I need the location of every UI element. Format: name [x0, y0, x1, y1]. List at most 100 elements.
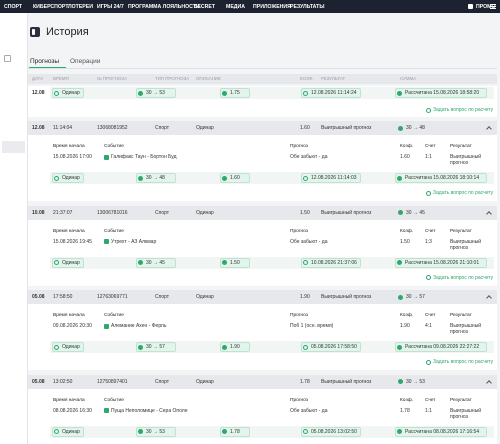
- nav-item[interactable]: ИГРЫ 24/7: [97, 3, 124, 10]
- row-date: 05.08: [32, 294, 45, 300]
- ask-link[interactable]: Задать вопрос по расчету: [433, 190, 494, 196]
- pill-icon: [138, 260, 143, 265]
- event-start: 15.08.2026 17:00: [53, 154, 92, 160]
- detail-header: Время начала: [53, 144, 85, 149]
- event-coef: 1.78: [400, 407, 410, 414]
- detail-header: Событие: [104, 397, 124, 403]
- row-date: 12.08: [32, 90, 45, 96]
- row-header: [28, 121, 497, 135]
- row-sport: Спорт: [155, 294, 170, 300]
- table-header: [28, 74, 497, 84]
- tab[interactable]: Операции: [70, 58, 101, 65]
- detail-header: Счет: [425, 313, 436, 318]
- ask-link[interactable]: Задать вопрос по расчету: [433, 107, 494, 113]
- event-icon: [104, 408, 109, 413]
- event-icon: [104, 154, 109, 160]
- nav-item[interactable]: СПОРТ: [4, 3, 23, 10]
- row-sport: Спорт: [155, 378, 170, 385]
- payout-icon: [398, 210, 403, 215]
- summary-placed: 05.08.2026 17:58:50: [311, 344, 357, 350]
- summary-pill: [301, 426, 361, 437]
- summary-coef: 1.90: [230, 344, 240, 350]
- nav-item[interactable]: ЛОТЕРЕИ: [68, 3, 93, 10]
- summary-type: Одинар: [62, 175, 80, 181]
- event-score: 1:1: [425, 154, 432, 160]
- row-date: 10.08: [32, 209, 45, 216]
- detail-header: Коэф.: [400, 144, 414, 149]
- nav-item[interactable]: КИБЕРСПОРТ: [33, 3, 69, 10]
- event-result: Выигрышный прогноз: [450, 407, 482, 420]
- sidebar-icon[interactable]: [4, 55, 11, 62]
- row-result: Выигрышный прогноз: [321, 209, 372, 216]
- row-time: 21:37:07: [53, 209, 73, 216]
- event-pick: Обе забьют - да: [290, 238, 328, 245]
- promo-icon: [468, 4, 473, 9]
- row-detail: [28, 135, 497, 201]
- promo-link[interactable]: ПРОМО: [476, 3, 496, 10]
- detail-header: Прогноз: [290, 313, 308, 318]
- column-header: ВРЕМЯ: [53, 76, 69, 81]
- summary-pill: [52, 88, 84, 98]
- sidebar: [0, 13, 28, 444]
- ask-link[interactable]: Задать вопрос по расчету: [433, 274, 494, 281]
- nav-item[interactable]: ПРОГРАММА ЛОЯЛЬНОСТИ: [128, 3, 200, 10]
- pill-icon: [397, 260, 402, 265]
- tab-divider: [28, 68, 497, 69]
- row-header: [28, 205, 497, 220]
- event-start: 15.08.2026 19:45: [53, 238, 92, 245]
- column-header: РЕЗУЛЬТАТ: [321, 76, 346, 81]
- summary-pill: [136, 342, 176, 352]
- payout-icon: [398, 379, 403, 384]
- detail-header: Время начала: [53, 313, 85, 318]
- event-result: Выигрышный прогноз: [450, 323, 482, 335]
- summary-coef: 1.78: [230, 428, 240, 435]
- detail-header: Счет: [425, 397, 436, 403]
- summary-pill: [220, 426, 250, 437]
- event-name: Алемание Ахен - Ферль: [111, 323, 167, 329]
- nav-item[interactable]: SECRET: [194, 3, 216, 10]
- event-name: Утрехт - АЗ Алкмар: [111, 238, 157, 245]
- sidebar-active[interactable]: [2, 141, 25, 153]
- row-payout: 30 → 45: [406, 209, 425, 216]
- tab-active[interactable]: Прогнозы: [30, 58, 60, 65]
- event-start: 08.08.2026 16:30: [53, 407, 92, 414]
- summary-pill: [136, 426, 176, 437]
- pill-icon: [138, 90, 143, 96]
- detail-header: Коэф.: [400, 397, 414, 403]
- nav-item[interactable]: РЕЗУЛЬТАТЫ: [290, 3, 325, 10]
- pill-icon: [397, 344, 402, 350]
- summary-pill: [220, 88, 250, 98]
- pill-icon: [303, 429, 308, 434]
- row-coef: 1.78: [300, 378, 310, 385]
- link-icon: [426, 275, 431, 280]
- summary-pill: [395, 257, 487, 268]
- summary-pill: [136, 257, 176, 268]
- summary-type: Одинар: [62, 428, 80, 435]
- summary-stake: 30 → 48: [146, 175, 165, 181]
- row-number: 13006781016: [97, 209, 128, 216]
- column-header: ОПИСАНИЕ: [196, 76, 221, 81]
- summary-type: Одинар: [62, 259, 80, 266]
- summary-stake: 30 → 45: [146, 259, 165, 266]
- detail-header: Время начала: [53, 397, 85, 403]
- nav-item[interactable]: МЕДИА: [226, 3, 245, 10]
- row-type: Одинар: [196, 294, 214, 300]
- summary-pill: [301, 88, 361, 98]
- summary-pill: [52, 257, 84, 268]
- row-detail: [28, 304, 497, 370]
- event-coef: 1.60: [400, 154, 410, 160]
- row-coef: 1.90: [300, 294, 310, 300]
- column-header: ДАТА: [32, 76, 44, 81]
- detail-header: Событие: [104, 144, 124, 149]
- summary-placed: 05.08.2026 13:02:50: [311, 428, 357, 435]
- row-time: 17:58:50: [53, 294, 73, 300]
- detail-header: Результат: [450, 397, 472, 403]
- menu-icon[interactable]: [490, 4, 496, 9]
- summary-pill: [136, 173, 176, 183]
- ask-link[interactable]: Задать вопрос по расчету: [433, 359, 494, 365]
- nav-item[interactable]: ПРИЛОЖЕНИЯ: [253, 3, 291, 10]
- event-score: 1:1: [425, 407, 432, 414]
- summary-pill: [301, 173, 361, 183]
- row-time: 11:14:04: [53, 125, 73, 131]
- row-coef: 1.60: [300, 125, 310, 131]
